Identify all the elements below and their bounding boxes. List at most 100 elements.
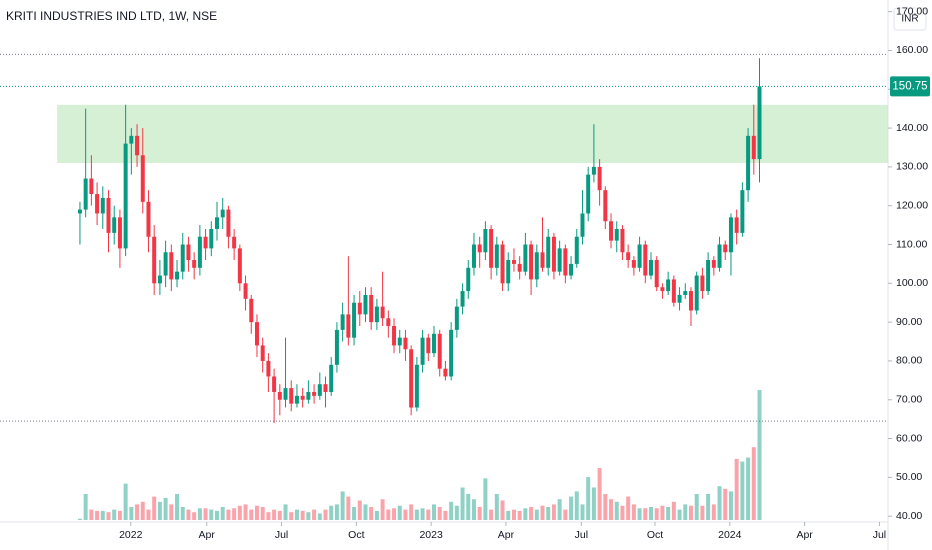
candle-body [369, 294, 374, 323]
volume-bar [746, 457, 751, 520]
volume-bar [369, 507, 374, 520]
volume-bar [483, 478, 488, 520]
volume-bar [546, 507, 551, 520]
candle-body [666, 279, 671, 292]
volume-bar [163, 497, 168, 520]
volume-bar [272, 509, 277, 520]
candle-body [751, 135, 756, 160]
candle-body [700, 275, 705, 292]
volume-bar [437, 507, 442, 520]
volume-bar [466, 494, 471, 520]
candle-body [546, 236, 551, 268]
candle-body [306, 391, 311, 400]
candle-body [397, 337, 402, 346]
y-tick-label: 110.00 [896, 238, 927, 250]
y-tick-label: 80.00 [896, 355, 922, 367]
candle-body [694, 275, 699, 311]
candle-body [226, 209, 231, 237]
candle-body [591, 166, 596, 175]
volume-bar [289, 512, 294, 520]
volume-bar [306, 512, 311, 520]
volume-bar [117, 510, 122, 520]
currency-label[interactable]: INR [901, 14, 918, 25]
volume-bar [226, 509, 231, 520]
volume-bar [751, 447, 756, 520]
candle-body [277, 391, 282, 400]
candle-body [609, 221, 614, 241]
volume-bar [631, 504, 636, 520]
candle-body [643, 244, 648, 276]
candle-body [100, 197, 105, 214]
volume-bar [540, 505, 545, 520]
x-tick-label: Oct [348, 529, 364, 541]
x-tick-label: Apr [498, 529, 515, 541]
volume-bar [734, 458, 739, 520]
volume-bar [140, 501, 145, 520]
volume-bar [477, 507, 482, 520]
volume-bar [403, 509, 408, 520]
candle-body [317, 384, 322, 396]
candle-body [175, 271, 180, 280]
candle-body [529, 244, 534, 280]
volume-bar [123, 483, 128, 520]
x-tick-label: Apr [199, 529, 216, 541]
candle-body [123, 143, 128, 249]
volume-bar [334, 504, 339, 520]
volume-bar [563, 509, 568, 520]
volume-bar [443, 510, 448, 520]
volume-bar [232, 508, 237, 520]
y-tick-label: 60.00 [896, 432, 922, 444]
candle-body [443, 368, 448, 377]
candle-body [77, 209, 82, 214]
volume-bar [723, 488, 728, 520]
candle-body [89, 178, 94, 195]
candle-body [660, 287, 665, 292]
volume-bar [591, 487, 596, 520]
volume-bar [89, 509, 94, 520]
candle-body [209, 228, 214, 249]
volume-bar [95, 510, 100, 520]
candle-body [232, 236, 237, 249]
candle-body [540, 252, 545, 268]
y-tick-label: 170.00 [896, 5, 928, 17]
candle-body [580, 213, 585, 237]
candle-body [683, 291, 688, 295]
volume-bar [666, 507, 671, 520]
candle-body [254, 322, 259, 346]
volume-bar [706, 494, 711, 520]
candle-body [152, 236, 157, 284]
volume-bar [300, 510, 305, 520]
volume-bar [517, 510, 522, 520]
volume-bar [603, 494, 608, 520]
volume-bar [574, 491, 579, 520]
candle-body [414, 364, 419, 408]
candle-body [711, 260, 716, 268]
candle-body [197, 236, 202, 268]
volume-bar [312, 509, 317, 520]
volume-bar [329, 505, 334, 520]
volume-bar [529, 507, 534, 520]
candle-body [220, 209, 225, 218]
y-tick-label: 50.00 [896, 471, 922, 483]
candle-body [180, 244, 185, 272]
candle-body [466, 267, 471, 292]
volume-bar [100, 510, 105, 520]
volume-bar [414, 509, 419, 520]
volume-bar [649, 507, 654, 520]
y-tick-label: 90.00 [896, 316, 922, 328]
volume-bar [192, 512, 197, 520]
volume-bar [409, 504, 414, 520]
volume-bar [215, 510, 220, 520]
volume-bar [294, 509, 299, 520]
candle-body [163, 252, 168, 276]
x-tick-label: 2022 [119, 529, 143, 541]
candle-body [112, 217, 117, 233]
candle-body [437, 333, 442, 369]
volume-bar [129, 507, 134, 520]
price-tag [890, 76, 930, 97]
candle-body [649, 260, 654, 276]
volume-bar [83, 494, 88, 520]
y-tick-label: 160.00 [896, 44, 928, 56]
x-tick-label: Oct [647, 529, 663, 541]
currency-button[interactable] [893, 7, 927, 31]
